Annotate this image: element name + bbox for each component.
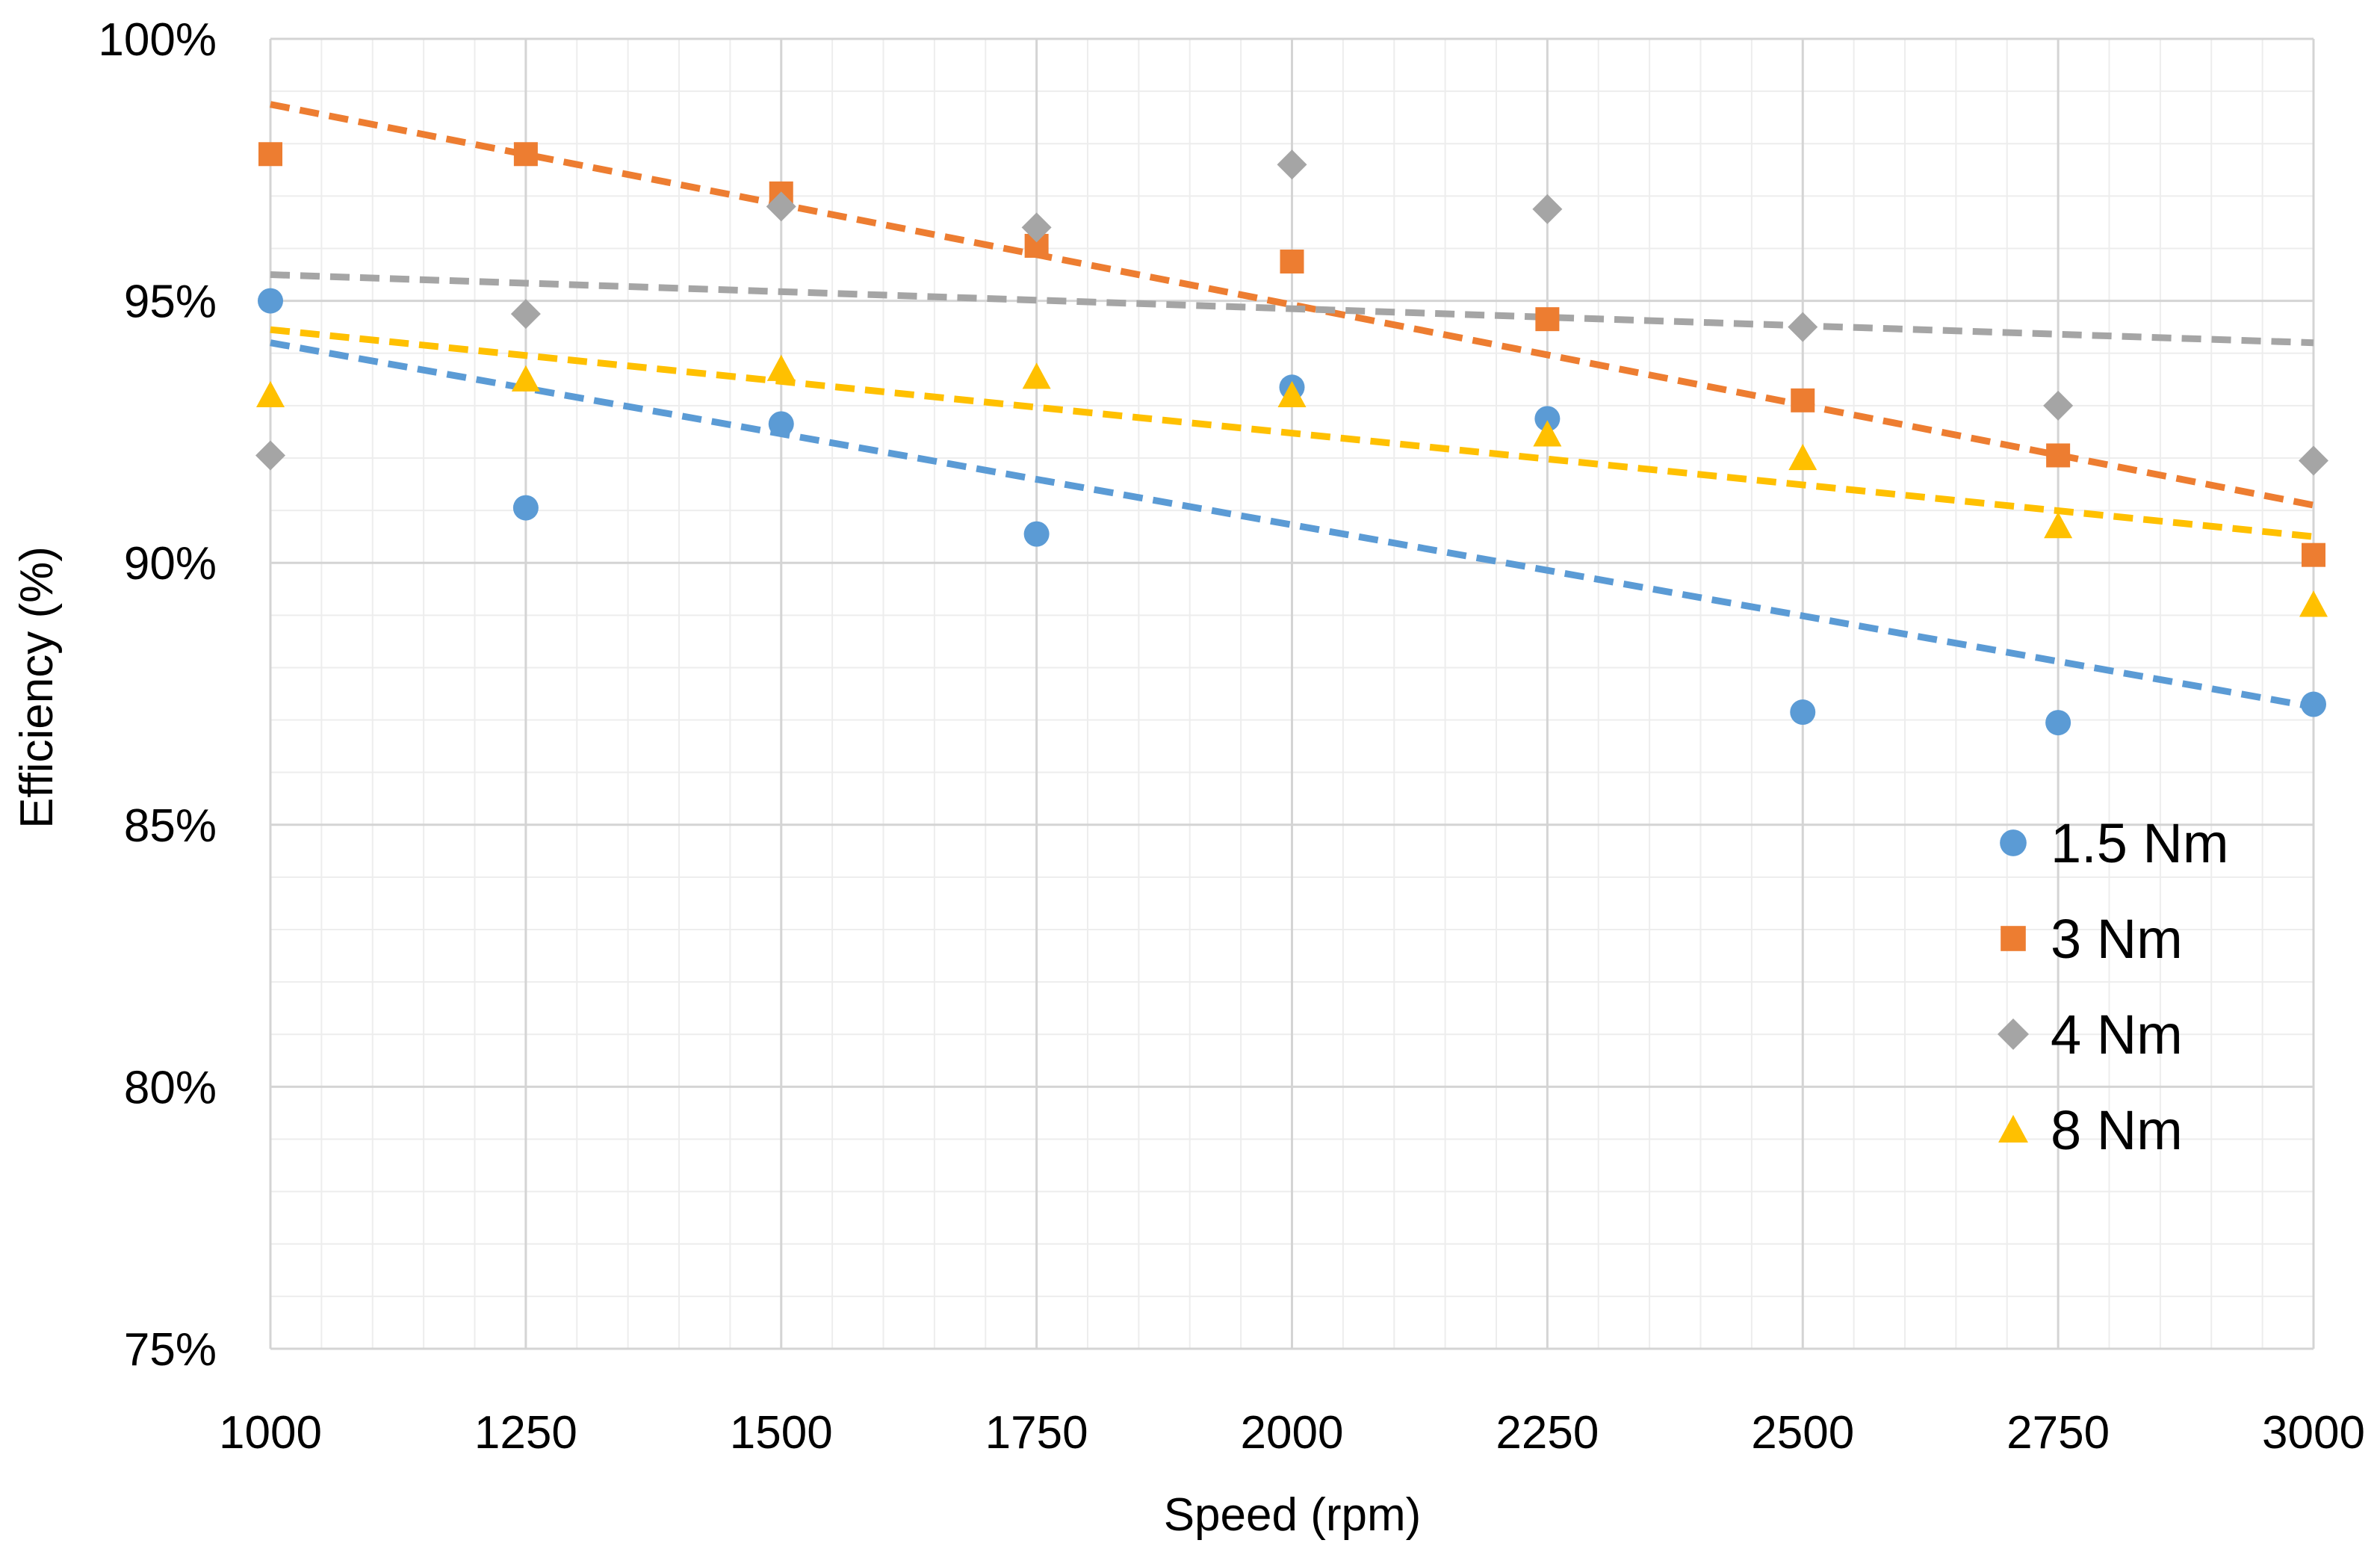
legend-label-3: 4 Nm xyxy=(2051,1004,2183,1066)
data-point-series-3 xyxy=(1021,212,1052,243)
x-tick-label: 2500 xyxy=(1751,1407,1854,1459)
data-point-series-1 xyxy=(1790,699,1816,726)
y-tick-label: 100% xyxy=(98,14,217,66)
data-point-series-2 xyxy=(2302,542,2325,567)
x-tick-label: 3000 xyxy=(2262,1407,2365,1459)
x-tick-label: 2750 xyxy=(2006,1407,2110,1459)
major-gridlines xyxy=(269,37,2315,1350)
trendlines xyxy=(270,101,2314,711)
data-point-series-3 xyxy=(510,299,541,330)
x-tick-label: 2000 xyxy=(1241,1407,1344,1459)
data-point-series-1 xyxy=(768,411,794,437)
legend-label-2: 3 Nm xyxy=(2051,908,2183,970)
y-tick-label: 75% xyxy=(124,1324,217,1376)
x-tick-label: 1000 xyxy=(219,1407,322,1459)
data-point-series-1 xyxy=(1023,521,1050,547)
y-tick-label: 95% xyxy=(124,276,217,328)
data-point-series-2 xyxy=(1280,250,1304,274)
data-point-series-2 xyxy=(2046,443,2071,468)
data-point-series-3 xyxy=(2043,390,2074,421)
legend-label-1: 1.5 Nm xyxy=(2051,812,2229,874)
legend: 1.5 Nm 3 Nm 4 Nm 8 Nm xyxy=(1998,812,2229,1161)
data-point-series-3 xyxy=(1788,312,1818,342)
data-point-series-3 xyxy=(2299,445,2328,476)
data-point-series-3 xyxy=(255,440,285,471)
trendline-4 xyxy=(270,326,2314,540)
trendline-1 xyxy=(270,339,2314,711)
legend-marker-3 xyxy=(1998,1018,2029,1050)
data-point-series-2 xyxy=(258,142,282,167)
legend-marker-4 xyxy=(1998,1115,2028,1143)
data-point-series-1 xyxy=(2301,691,2326,717)
data-point-series-1 xyxy=(2045,710,2071,736)
trendline-2 xyxy=(270,101,2314,509)
y-tick-label: 90% xyxy=(124,538,217,590)
data-point-series-2 xyxy=(1535,307,1560,332)
data-point-series-4 xyxy=(1533,420,1562,447)
data-point-series-4 xyxy=(256,380,285,407)
trendline-3 xyxy=(270,271,2314,347)
data-point-series-1 xyxy=(1534,406,1561,432)
y-tick-labels: 75% 80% 85% 90% 95% 100% xyxy=(98,14,217,1376)
data-point-series-1 xyxy=(258,288,283,314)
minor-gridlines xyxy=(270,39,2314,1349)
y-axis-title: Efficiency (%) xyxy=(11,546,63,829)
y-tick-label: 80% xyxy=(124,1062,217,1113)
data-point-series-4 xyxy=(1277,380,1307,407)
data-point-series-2 xyxy=(513,142,538,167)
y-tick-label: 85% xyxy=(124,800,217,852)
data-point-series-4 xyxy=(1788,443,1817,471)
data-point-series-3 xyxy=(766,191,796,222)
data-point-series-2 xyxy=(1791,388,1815,412)
data-point-series-4 xyxy=(2299,590,2328,617)
x-tick-label: 1250 xyxy=(474,1407,577,1459)
x-tick-label: 1750 xyxy=(985,1407,1088,1459)
data-point-series-4 xyxy=(1022,362,1051,389)
data-points xyxy=(255,142,2328,736)
data-point-series-4 xyxy=(766,354,796,381)
data-point-series-1 xyxy=(512,495,539,521)
legend-marker-1 xyxy=(2000,829,2027,856)
x-tick-label: 2250 xyxy=(1496,1407,1599,1459)
data-point-series-3 xyxy=(1277,149,1307,180)
data-point-series-4 xyxy=(2044,512,2073,539)
x-axis-title: Speed (rpm) xyxy=(1164,1489,1422,1541)
legend-marker-2 xyxy=(2001,926,2026,951)
data-point-series-4 xyxy=(511,365,540,392)
x-tick-label: 1500 xyxy=(730,1407,833,1459)
x-tick-labels: 1000 1250 1500 1750 2000 2250 2500 2750 3000 xyxy=(219,1407,2365,1459)
data-point-series-3 xyxy=(1532,194,1563,224)
legend-label-4: 8 Nm xyxy=(2051,1099,2183,1161)
